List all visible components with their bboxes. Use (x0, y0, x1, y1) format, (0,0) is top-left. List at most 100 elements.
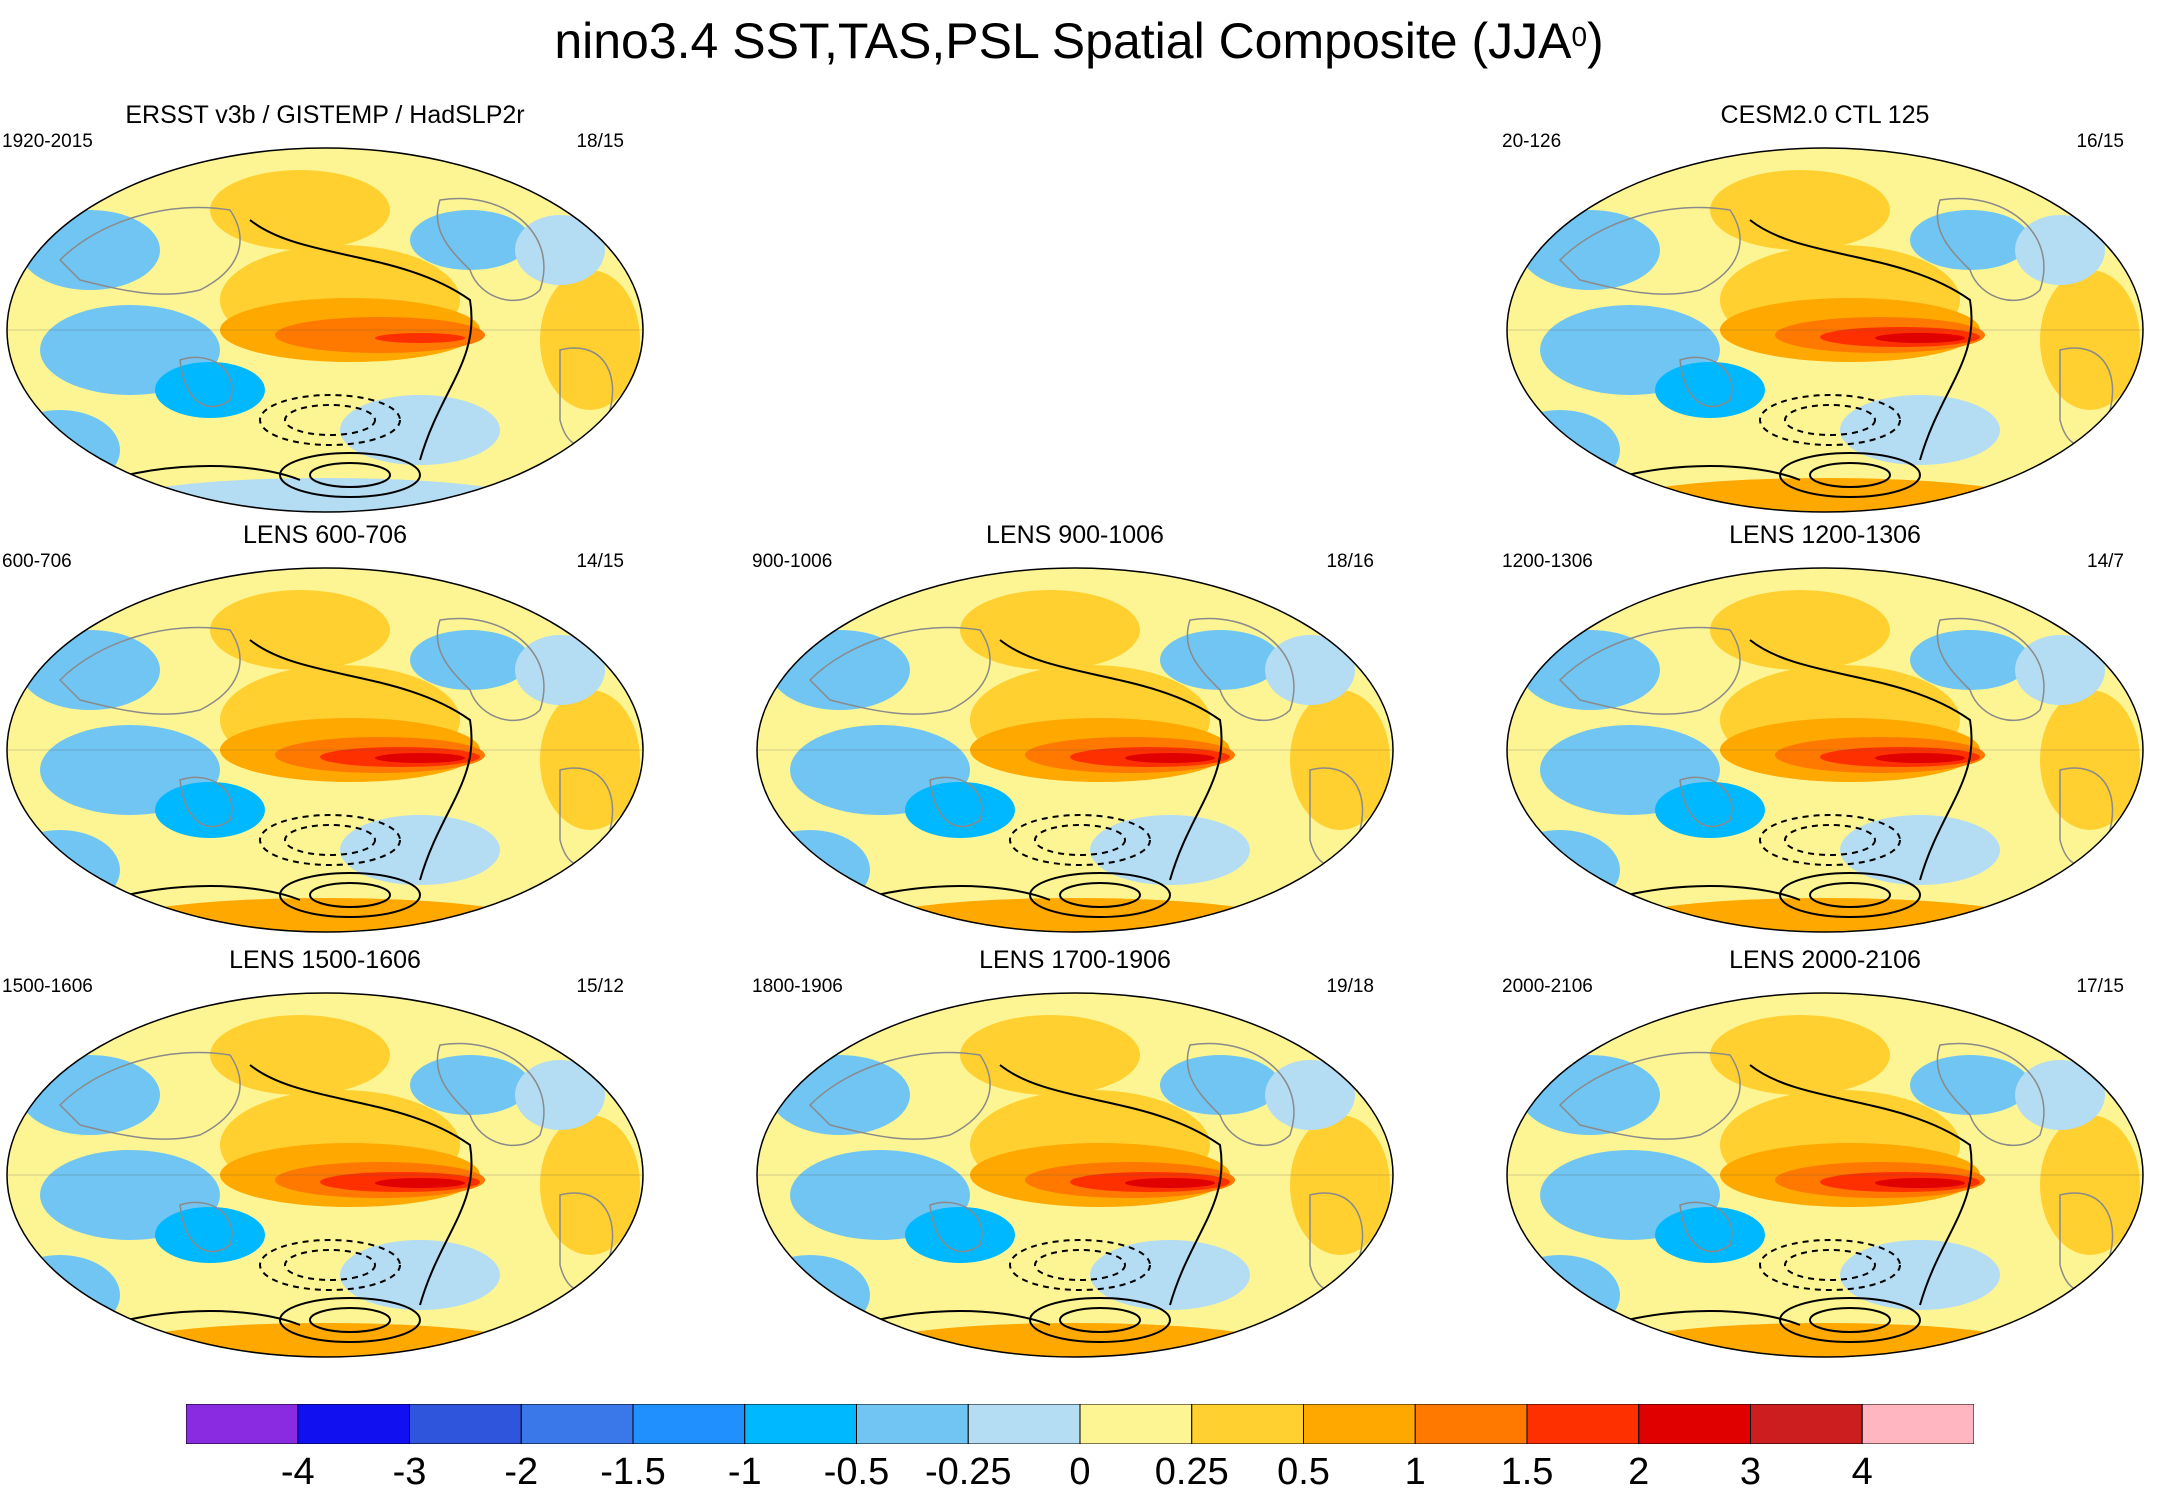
anomaly-region (1507, 830, 1620, 910)
anomaly-region (340, 815, 500, 885)
colorbar-swatch (1750, 1404, 1863, 1444)
anomaly-region (340, 395, 500, 465)
anomaly-region (1710, 170, 1890, 250)
panel-period-label: 1800-1906 (752, 976, 843, 997)
psl-contour (284, 824, 376, 856)
anomaly-region (1265, 635, 1355, 705)
colorbar-swatches (186, 1404, 1974, 1444)
colorbar-swatch (409, 1404, 522, 1444)
panel-count-label: 15/12 (576, 976, 624, 997)
map-plot (756, 992, 1394, 1358)
anomaly-region (410, 210, 530, 270)
map-boundary (1506, 147, 2144, 513)
map-boundary (6, 567, 644, 933)
anomaly-region (1910, 1055, 2030, 1115)
continent-outline (1936, 1042, 2045, 1147)
psl-contour (1059, 882, 1141, 908)
colorbar-tick-label: 1.5 (1500, 1451, 1554, 1493)
anomaly-region (960, 590, 1140, 670)
anomaly-region (2015, 215, 2105, 285)
anomaly-region (515, 1060, 605, 1130)
continent-outline (436, 197, 545, 302)
anomaly-region (155, 1207, 265, 1263)
panel-period-label: 900-1006 (752, 551, 833, 572)
anomaly-region (340, 1240, 500, 1310)
continent-outline (179, 1201, 233, 1253)
anomaly-region (1265, 1060, 1355, 1130)
psl-contour (1034, 824, 1126, 856)
colorbar-tick-label: 3 (1739, 1451, 1762, 1493)
anomaly-region (1655, 782, 1765, 838)
continent-outline (1936, 197, 2045, 302)
psl-contour (1029, 1297, 1171, 1343)
colorbar-swatch (856, 1404, 969, 1444)
continent-outline (58, 1051, 241, 1140)
map-panel: LENS 2000-2106 2000-2106 17/15 (1500, 945, 2150, 1365)
anomaly-region (770, 630, 910, 710)
anomaly-region (410, 630, 530, 690)
continent-outline (1558, 206, 1741, 295)
panel-count-label: 14/15 (576, 551, 624, 572)
anomaly-region (1290, 1115, 1390, 1255)
continent-outline (929, 1201, 983, 1253)
map-boundary (756, 992, 1394, 1358)
panel-title: LENS 1200-1306 (1729, 521, 1921, 549)
psl-contour (249, 1064, 473, 1306)
anomaly-region (540, 690, 640, 830)
psl-contour (259, 1239, 401, 1291)
psl-contour (1749, 639, 1973, 881)
anomaly-region (375, 753, 465, 763)
anomaly-region (540, 270, 640, 410)
psl-contour (1779, 872, 1921, 918)
title-superscript: 0 (1571, 21, 1588, 52)
continent-outline (1679, 1201, 1733, 1253)
panel-count-label: 16/15 (2076, 131, 2124, 152)
anomaly-region (1710, 590, 1890, 670)
map-panel: LENS 1500-1606 1500-1606 15/12 (0, 945, 650, 1365)
anomaly-region (1125, 1178, 1215, 1188)
psl-contour (999, 1064, 1223, 1306)
anomaly-region (515, 215, 605, 285)
anomaly-region (7, 410, 120, 490)
colorbar-tick-label: -4 (280, 1451, 315, 1493)
colorbar-tick-label: 4 (1851, 1451, 1873, 1493)
anomaly-region (1090, 815, 1250, 885)
panel-title: CESM2.0 CTL 125 (1720, 101, 1930, 129)
psl-contour (284, 404, 376, 436)
anomaly-region (770, 1055, 910, 1135)
continent-outline (929, 776, 983, 828)
anomaly-region (757, 830, 870, 910)
anomaly-region (1290, 690, 1390, 830)
colorbar-tick-label: -1.5 (600, 1451, 666, 1493)
panel-count-label: 14/7 (2087, 551, 2124, 572)
colorbar-tick-label: -1 (727, 1451, 762, 1493)
psl-contour (309, 1307, 391, 1333)
anomaly-region (1875, 753, 1965, 763)
anomaly-region (7, 1255, 120, 1335)
continent-outline (808, 626, 991, 715)
psl-contour (1749, 219, 1973, 461)
anomaly-region (1875, 333, 1965, 343)
psl-contour (279, 872, 421, 918)
anomaly-region (1160, 630, 1280, 690)
anomaly-region (155, 782, 265, 838)
anomaly-region (20, 630, 160, 710)
colorbar-tick-label: -2 (504, 1451, 539, 1493)
anomaly-region (1655, 362, 1765, 418)
psl-contour (1749, 1064, 1973, 1306)
panel-period-label: 1200-1306 (1502, 551, 1593, 572)
anomaly-region (540, 1115, 640, 1255)
colorbar (186, 1404, 1974, 1444)
anomaly-region (7, 830, 120, 910)
psl-contour (1009, 1239, 1151, 1291)
psl-contour (1034, 1249, 1126, 1281)
colorbar-swatch (632, 1404, 746, 1444)
colorbar-tick-label: 1 (1404, 1451, 1426, 1493)
map-boundary (756, 567, 1394, 933)
map-plot (1506, 992, 2144, 1358)
panel-title: LENS 1500-1606 (229, 946, 421, 974)
colorbar-swatch (1861, 1404, 1974, 1444)
colorbar-swatch (1303, 1404, 1416, 1444)
continent-outline (58, 626, 241, 715)
anomaly-region (1160, 1055, 1280, 1115)
